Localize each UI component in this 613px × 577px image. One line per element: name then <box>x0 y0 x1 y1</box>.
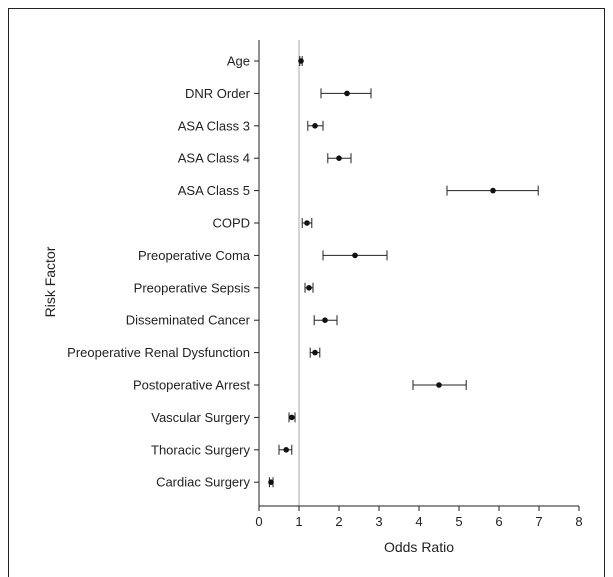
row-label: DNR Order <box>185 86 251 101</box>
point-estimate <box>336 155 342 161</box>
row-label: Cardiac Surgery <box>156 475 250 490</box>
row-label: ASA Class 5 <box>178 183 250 198</box>
row-estimate <box>320 88 372 99</box>
row-estimate <box>446 185 539 196</box>
point-estimate <box>490 187 496 194</box>
point-estimate <box>436 382 442 388</box>
point-estimate <box>306 285 312 291</box>
point-estimate <box>268 479 274 486</box>
figure-frame <box>8 8 605 577</box>
row-estimate <box>288 412 296 423</box>
point-estimate <box>298 58 304 64</box>
row-estimate <box>313 315 338 326</box>
point-estimate <box>312 349 318 356</box>
y-axis-title: Risk Factor <box>42 246 58 317</box>
row-estimate <box>298 56 304 66</box>
x-tick-label: 6 <box>495 514 502 529</box>
row-estimate <box>301 218 313 228</box>
point-estimate <box>352 252 358 259</box>
x-tick-label: 7 <box>535 514 542 529</box>
point-estimate <box>312 123 318 129</box>
row-label: ASA Class 4 <box>178 151 250 166</box>
x-tick-label: 0 <box>255 514 262 529</box>
point-estimate <box>322 317 328 324</box>
row-label: Thoracic Surgery <box>151 442 250 457</box>
row-label: COPD <box>212 216 250 231</box>
row-label: Preoperative Coma <box>138 248 251 263</box>
row-estimate <box>412 380 467 390</box>
point-estimate <box>304 220 310 226</box>
row-label: Preoperative Sepsis <box>134 280 251 295</box>
point-estimate <box>289 414 295 421</box>
row-label: Disseminated Cancer <box>126 313 251 328</box>
point-estimate <box>283 447 290 453</box>
x-axis-title: Odds Ratio <box>384 539 454 555</box>
row-label: Vascular Surgery <box>151 410 250 425</box>
row-estimate <box>268 477 274 488</box>
row-estimate <box>304 282 314 293</box>
row-estimate <box>278 444 293 455</box>
x-tick-label: 3 <box>375 514 382 529</box>
row-label: Preoperative Renal Dysfunction <box>67 345 250 360</box>
x-tick-label: 2 <box>335 514 342 529</box>
row-label: Age <box>227 54 250 69</box>
row-estimate <box>309 347 321 358</box>
point-estimate <box>344 90 350 97</box>
row-estimate <box>322 250 388 261</box>
row-label: ASA Class 3 <box>178 118 250 133</box>
x-tick-label: 5 <box>455 514 462 529</box>
row-label: Postoperative Arrest <box>133 378 250 393</box>
x-tick-label: 4 <box>415 514 422 529</box>
x-tick-label: 1 <box>295 514 302 529</box>
row-estimate <box>327 153 352 164</box>
x-tick-label: 8 <box>575 514 582 529</box>
row-estimate <box>307 120 324 131</box>
